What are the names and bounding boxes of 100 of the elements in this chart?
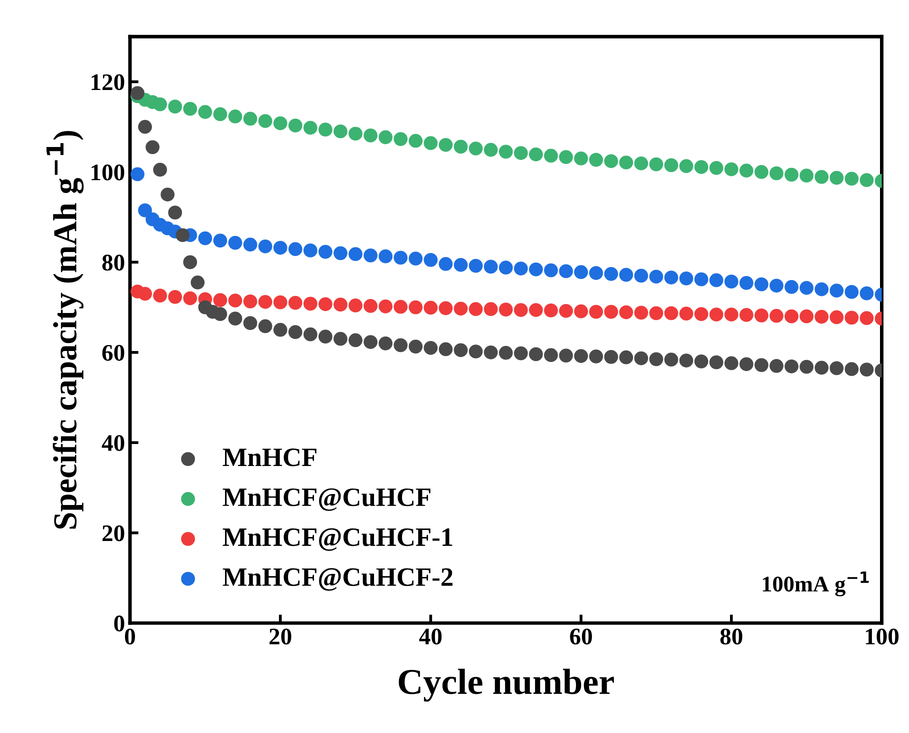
point xyxy=(619,156,634,170)
point xyxy=(168,290,182,304)
point xyxy=(153,97,167,112)
point xyxy=(348,333,362,348)
point xyxy=(258,114,272,128)
point xyxy=(303,296,318,311)
point xyxy=(604,304,618,319)
point xyxy=(258,294,272,309)
point xyxy=(408,340,423,354)
point xyxy=(424,340,438,355)
point xyxy=(168,206,182,220)
point xyxy=(213,107,228,122)
point xyxy=(273,322,288,337)
point xyxy=(378,249,393,264)
point xyxy=(860,286,874,300)
point xyxy=(484,302,498,316)
point xyxy=(739,164,754,178)
point xyxy=(334,246,348,260)
point xyxy=(574,304,588,318)
y-tick-label: 40 xyxy=(102,435,124,452)
point xyxy=(559,304,573,318)
point xyxy=(770,166,784,180)
x-tick-label: 60 xyxy=(570,628,592,645)
point xyxy=(754,358,768,372)
y-tick-label: 20 xyxy=(102,525,124,542)
point xyxy=(844,362,859,376)
point xyxy=(288,242,302,256)
point xyxy=(694,160,708,174)
point xyxy=(348,126,362,141)
point xyxy=(559,264,573,278)
point xyxy=(784,280,798,294)
point xyxy=(844,285,859,299)
point xyxy=(830,310,844,324)
annotation: 100mA g$^{−1}$ xyxy=(762,572,869,596)
point xyxy=(318,330,332,344)
point xyxy=(724,308,738,322)
point xyxy=(528,262,543,276)
point xyxy=(784,168,798,182)
x-tick-label: 100 xyxy=(866,628,899,645)
point xyxy=(604,350,618,364)
point xyxy=(318,244,332,259)
point xyxy=(130,167,144,182)
point xyxy=(724,274,738,289)
x-tick-label: 80 xyxy=(720,628,742,645)
point xyxy=(454,258,468,272)
point xyxy=(183,291,198,306)
point xyxy=(243,316,258,330)
point xyxy=(574,265,588,280)
point xyxy=(318,122,332,137)
point xyxy=(679,159,694,174)
point xyxy=(498,346,513,360)
point xyxy=(860,173,874,188)
point xyxy=(424,136,438,150)
point xyxy=(649,157,664,172)
point xyxy=(800,168,814,183)
y-tick-label: 80 xyxy=(102,254,124,271)
point xyxy=(830,284,844,298)
point xyxy=(454,140,468,154)
x-tick-label: 0 xyxy=(124,628,135,645)
point xyxy=(243,238,258,252)
point xyxy=(424,252,438,267)
y-tick-label: 0 xyxy=(114,616,124,632)
point xyxy=(468,302,483,316)
point xyxy=(544,148,558,163)
point xyxy=(830,170,844,185)
point xyxy=(664,158,678,172)
point xyxy=(679,354,694,368)
point xyxy=(288,325,302,340)
point xyxy=(334,332,348,346)
point xyxy=(153,162,167,177)
point xyxy=(468,344,483,358)
legend-label: MnHCF xyxy=(222,448,316,466)
point xyxy=(528,147,543,162)
point xyxy=(814,310,829,324)
point xyxy=(138,286,152,301)
point xyxy=(604,266,618,281)
point xyxy=(574,152,588,166)
y-tick-label: 60 xyxy=(102,344,124,361)
y-axis-title: Specific capacity (mAh g$^{−1}$) xyxy=(46,130,84,529)
point xyxy=(664,352,678,367)
point xyxy=(364,299,378,313)
point xyxy=(273,295,288,310)
point xyxy=(814,170,829,184)
point xyxy=(770,308,784,323)
point xyxy=(438,301,453,316)
point xyxy=(830,361,844,376)
point xyxy=(408,300,423,314)
point xyxy=(183,255,198,270)
point xyxy=(679,306,694,321)
point xyxy=(604,154,618,168)
point xyxy=(784,359,798,374)
legend-label: MnHCF@CuHCF-2 xyxy=(222,568,452,591)
point xyxy=(243,294,258,308)
point xyxy=(574,349,588,363)
point xyxy=(514,262,528,276)
point xyxy=(559,150,573,164)
point xyxy=(800,280,814,295)
point xyxy=(514,346,528,360)
point xyxy=(589,152,604,167)
point xyxy=(303,244,318,258)
